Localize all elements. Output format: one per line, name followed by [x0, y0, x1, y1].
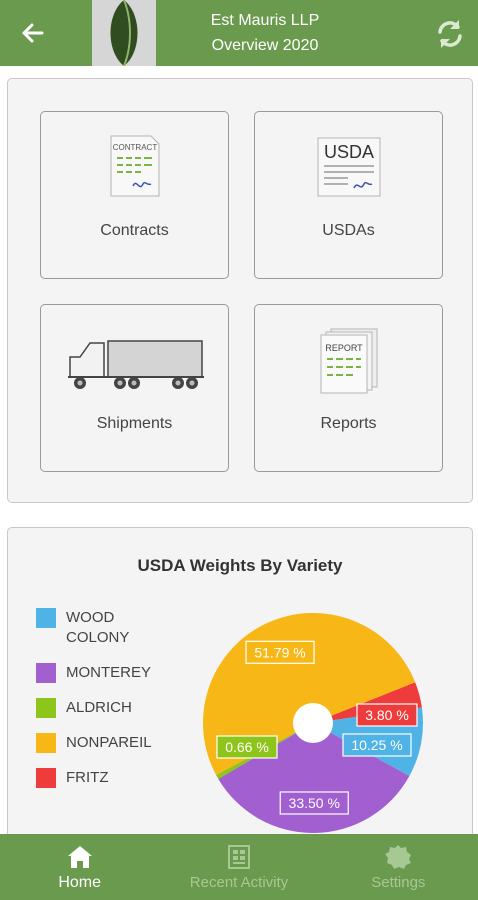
reports-tile[interactable]: REPORT Reports — [254, 304, 443, 472]
navigation-tiles-card: CONTRACT Contracts USDA USDAs — [7, 78, 473, 503]
legend-swatch — [36, 768, 56, 788]
bottom-navigation: Home Recent Activity Settings — [0, 834, 478, 900]
legend-swatch — [36, 608, 56, 628]
legend-swatch — [36, 698, 56, 718]
legend-item: MONTEREY — [36, 663, 186, 683]
home-icon — [67, 846, 92, 868]
nav-recent-activity[interactable]: Recent Activity — [159, 834, 318, 900]
nav-home[interactable]: Home — [0, 834, 159, 900]
back-button[interactable] — [14, 16, 50, 50]
pie-chart: 3.80 % 10.25 % 33.50 % 0.66 % 51.79 % — [202, 612, 423, 833]
pie-slice — [313, 682, 422, 723]
pie-label: 33.50 % — [289, 795, 340, 811]
pie-label: 51.79 % — [254, 644, 305, 660]
legend-label: MONTEREY — [66, 664, 152, 681]
settings-gear-icon — [385, 845, 412, 869]
legend-label: COLONY — [66, 629, 130, 646]
report-document-icon: REPORT — [320, 328, 377, 394]
legend-label: NONPAREIL — [66, 734, 152, 751]
tile-label-reports: Reports — [320, 415, 377, 432]
nav-label-settings: Settings — [371, 874, 426, 891]
legend-label: ALDRICH — [66, 699, 132, 716]
pie-label-box — [245, 640, 315, 664]
nav-label-home: Home — [58, 874, 101, 891]
arrow-left-icon — [22, 23, 44, 43]
pie-label: 0.66 % — [225, 739, 269, 755]
legend-label: FRITZ — [66, 769, 109, 786]
refresh-button[interactable] — [432, 16, 468, 52]
pie-label-box — [356, 703, 418, 727]
chart-legend: WOOD COLONY MONTEREY ALDRICH NONPAREIL FRITZ — [36, 608, 186, 803]
company-name: Est Mauris LLP — [210, 12, 320, 29]
legend-swatch — [36, 663, 56, 683]
tile-label-contracts: Contracts — [100, 222, 169, 239]
usda-document-icon: USDA — [317, 137, 380, 197]
report-icon-text: REPORT — [325, 343, 363, 353]
tile-label-shipments: Shipments — [96, 415, 173, 432]
refresh-icon — [438, 20, 462, 48]
company-logo — [92, 0, 156, 66]
usdas-tile[interactable]: USDA USDAs — [254, 111, 443, 279]
header-titles: Est Mauris LLP Overview 2020 — [160, 8, 370, 58]
pie-label-box — [279, 791, 349, 815]
legend-item: WOOD COLONY — [36, 608, 186, 648]
overview-subtitle: Overview 2020 — [211, 37, 319, 54]
legend-item: NONPAREIL — [36, 733, 186, 753]
usda-icon-text: USDA — [323, 142, 373, 162]
legend-swatch — [36, 733, 56, 753]
nav-label-recent-activity: Recent Activity — [189, 874, 289, 891]
truck-icon — [67, 340, 204, 389]
legend-label: WOOD — [66, 609, 115, 626]
legend-item: ALDRICH — [36, 698, 186, 718]
legend-item: FRITZ — [36, 768, 186, 788]
contract-document-icon: CONTRACT — [110, 135, 159, 197]
nav-settings[interactable]: Settings — [319, 834, 478, 900]
donut-hole — [293, 703, 333, 743]
tile-label-usdas: USDAs — [322, 222, 375, 239]
pie-label: 3.80 % — [365, 707, 409, 723]
contracts-tile[interactable]: CONTRACT Contracts — [40, 111, 229, 279]
recent-activity-icon — [227, 845, 250, 869]
contract-icon-text: CONTRACT — [112, 143, 157, 152]
pie-label-box — [216, 735, 278, 759]
shipments-tile[interactable]: Shipments — [40, 304, 229, 472]
usda-weights-chart-card: USDA Weights By Variety WOOD COLONY MONTER… — [7, 527, 473, 857]
app-header: Est Mauris LLP Overview 2020 — [0, 0, 478, 66]
pie-label: 10.25 % — [351, 737, 402, 753]
chart-title: USDA Weights By Variety — [137, 556, 343, 575]
pie-label-box — [342, 733, 412, 757]
